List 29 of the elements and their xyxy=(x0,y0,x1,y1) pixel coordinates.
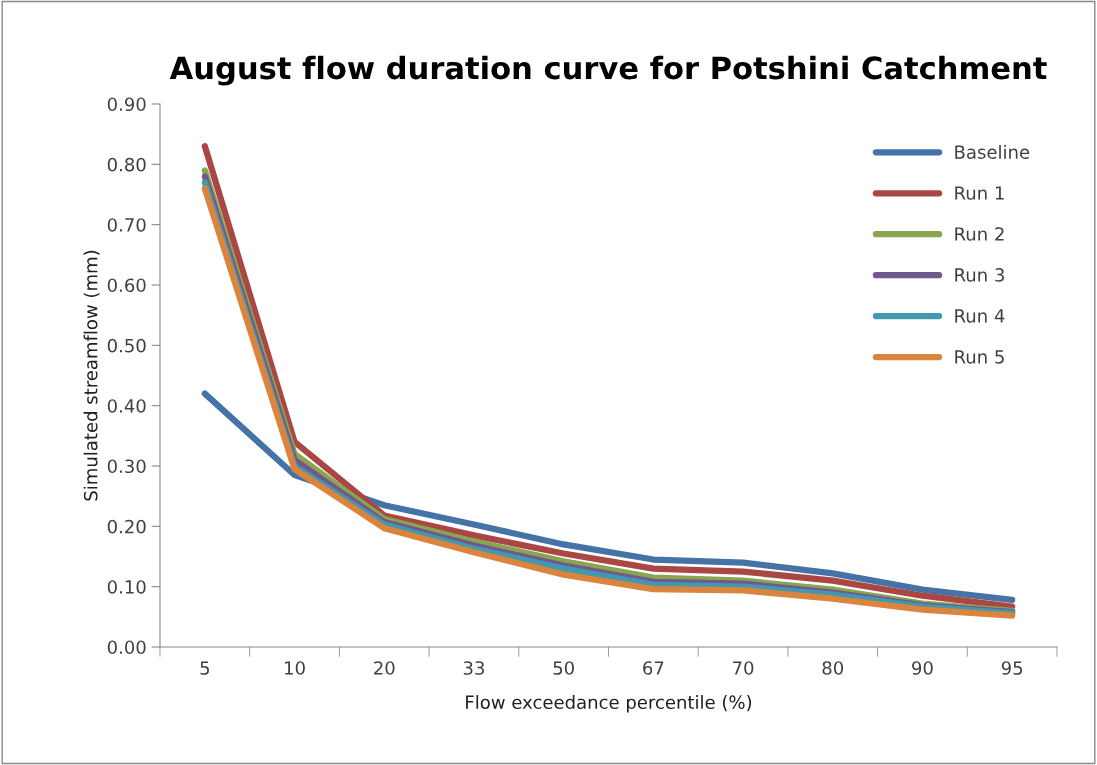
y-tick-label: 0.60 xyxy=(107,278,146,293)
y-tick-label: 0.00 xyxy=(107,640,146,655)
legend-label: Run 1 xyxy=(955,186,1004,200)
x-tick-label: 95 xyxy=(1001,661,1023,675)
legend-label: Baseline xyxy=(955,144,1030,159)
legend-label: Run 3 xyxy=(955,268,1004,282)
y-axis-title: Simulated streamflow (mm) xyxy=(83,250,100,501)
y-tick-label: 0.40 xyxy=(107,399,146,413)
y-tick-label: 0.50 xyxy=(107,338,146,353)
x-tick-label: 50 xyxy=(553,661,574,675)
x-tick-label: 5 xyxy=(200,661,210,675)
y-tick-label: 0.30 xyxy=(107,459,146,474)
chart-title: August flow duration curve for Potshini Catchment xyxy=(169,55,1047,86)
legend-label: Run 5 xyxy=(955,350,1004,364)
legend-label: Run 4 xyxy=(955,309,1005,323)
x-tick-label: 70 xyxy=(733,661,754,675)
x-axis-title: Flow exceedance percentile (%) xyxy=(466,695,752,713)
x-tick-label: 67 xyxy=(643,661,664,675)
y-tick-label: 0.20 xyxy=(107,519,146,534)
legend-label: Run 2 xyxy=(955,227,1004,241)
y-tick-label: 0.10 xyxy=(107,580,146,594)
x-tick-label: 33 xyxy=(463,661,484,675)
y-tick-label: 0.90 xyxy=(107,97,146,112)
x-tick-label: 80 xyxy=(822,661,844,675)
y-tick-label: 0.80 xyxy=(107,157,146,172)
x-tick-label: 10 xyxy=(285,661,305,675)
x-tick-label: 20 xyxy=(374,661,395,675)
y-tick-label: 0.70 xyxy=(107,218,146,232)
x-tick-label: 90 xyxy=(912,661,933,675)
